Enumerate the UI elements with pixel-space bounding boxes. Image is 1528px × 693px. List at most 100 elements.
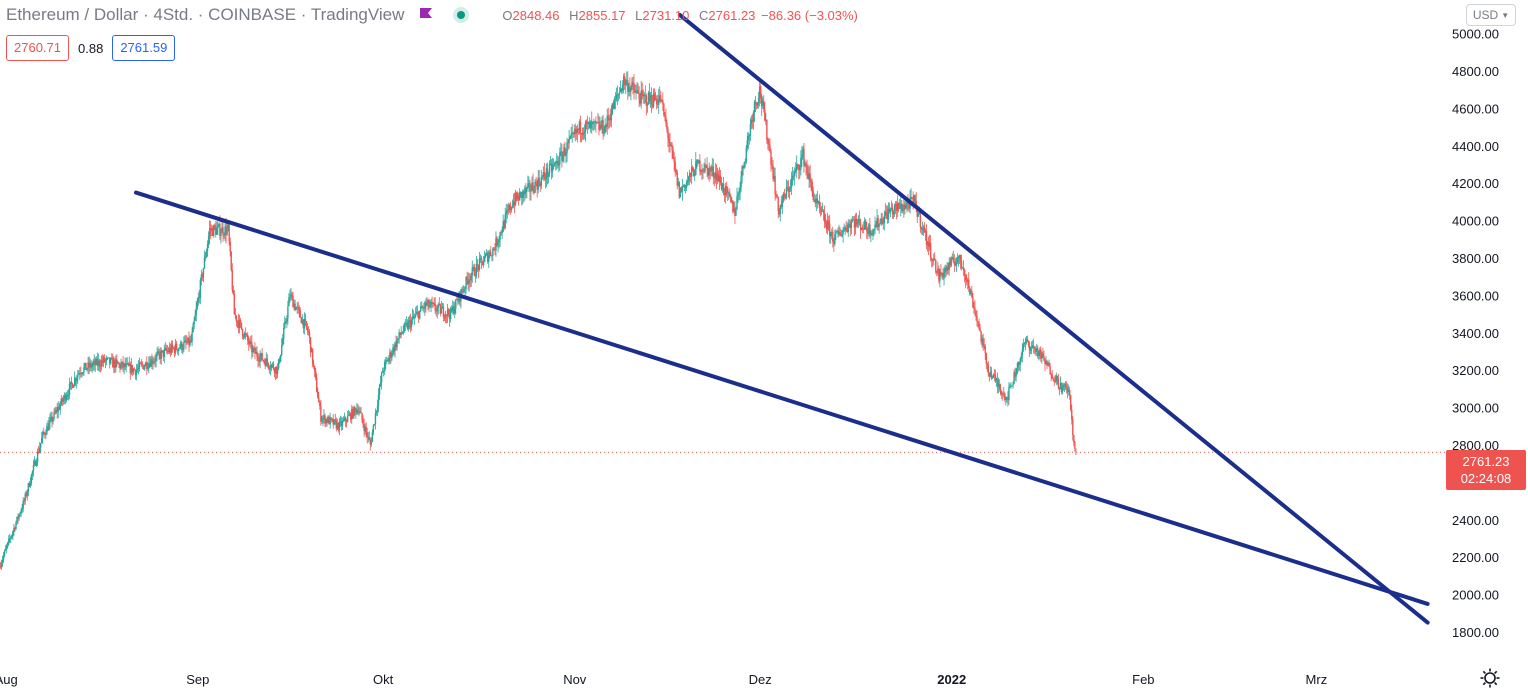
candle <box>1036 343 1038 357</box>
candle <box>66 390 69 400</box>
candle-body <box>737 194 739 197</box>
candle <box>618 87 621 99</box>
candle-body <box>629 87 631 92</box>
candle <box>1046 359 1048 370</box>
candle-body <box>543 172 546 178</box>
candle-body <box>824 222 827 225</box>
candle-body <box>667 129 669 139</box>
candle <box>431 296 433 309</box>
candle-body <box>326 419 328 423</box>
candle <box>1006 396 1008 403</box>
candle-body <box>76 378 78 382</box>
candle <box>164 342 167 351</box>
candle-body <box>770 151 772 165</box>
candle <box>474 267 477 283</box>
candle <box>138 357 141 372</box>
trendlines[interactable] <box>133 12 1430 625</box>
candle-body <box>515 192 518 200</box>
candle-body <box>288 297 290 307</box>
candle-body <box>541 176 544 178</box>
trendline-upper[interactable] <box>677 12 1430 625</box>
candle-body <box>206 244 209 252</box>
candle-body <box>630 87 632 92</box>
candle-body <box>35 462 38 466</box>
candle <box>174 339 177 356</box>
candle <box>490 246 492 257</box>
candle <box>22 497 24 513</box>
candle-body <box>538 177 540 184</box>
candle-body <box>337 422 340 430</box>
candle <box>426 296 428 307</box>
candle-body <box>913 195 915 203</box>
candle-body <box>571 132 573 135</box>
symbol-title[interactable]: Ethereum / Dollar · 4Std. · COINBASE · T… <box>6 5 405 24</box>
candle <box>903 196 905 218</box>
candle <box>118 362 120 369</box>
candle-body <box>753 101 756 113</box>
candle-body <box>825 224 828 230</box>
candle <box>47 420 49 432</box>
candle <box>269 361 272 376</box>
time-axis[interactable]: AugSepOktNovDez2022FebMrz <box>0 672 1327 687</box>
candle <box>151 353 153 370</box>
currency-menu-button[interactable]: USD ▼ <box>1466 4 1516 26</box>
candle <box>197 292 199 307</box>
candle <box>785 179 788 200</box>
gear-icon[interactable] <box>1479 667 1501 689</box>
candle <box>62 395 65 406</box>
candle <box>28 480 31 488</box>
flag-icon[interactable] <box>418 7 434 23</box>
candle-body <box>919 212 922 227</box>
candle <box>471 260 473 283</box>
candle <box>1040 346 1042 362</box>
price-axis[interactable]: 1800.002000.002200.002400.002600.002800.… <box>1452 27 1499 640</box>
candle <box>862 221 865 234</box>
candle-body <box>72 385 75 388</box>
candle <box>839 226 841 236</box>
candle <box>692 165 694 172</box>
candle <box>802 145 804 160</box>
candle-body <box>872 229 874 236</box>
candle-body <box>304 319 307 322</box>
candle-body <box>663 103 665 115</box>
y-tick-label: 3200.00 <box>1452 363 1499 378</box>
candle-body <box>217 225 219 229</box>
buy-button[interactable]: 2761.59 <box>112 35 176 61</box>
chevron-down-icon: ▼ <box>1501 10 1510 20</box>
candle <box>432 301 434 308</box>
candle <box>1054 374 1056 384</box>
candle-body <box>686 180 689 183</box>
candle-body <box>685 182 688 189</box>
status-icon[interactable] <box>452 6 470 24</box>
candle-body <box>93 360 95 364</box>
candle-body <box>640 90 642 104</box>
sell-button[interactable]: 2760.71 <box>6 35 69 61</box>
candle <box>965 273 968 286</box>
candle <box>701 164 703 180</box>
candle <box>1075 448 1077 456</box>
candle-body <box>948 261 950 271</box>
candle-body <box>125 363 127 368</box>
candle-body <box>634 90 636 93</box>
candle <box>784 193 787 200</box>
candle-body <box>306 327 309 332</box>
candle <box>479 254 482 263</box>
candle <box>530 184 532 201</box>
candle <box>560 142 562 157</box>
candle-body <box>784 195 787 198</box>
candle <box>586 115 589 134</box>
candle <box>201 272 204 282</box>
candle <box>681 178 684 201</box>
candle-body <box>493 248 495 250</box>
candle-body <box>1008 387 1010 401</box>
candle-body <box>27 483 30 492</box>
candle <box>244 327 247 340</box>
candle <box>373 423 376 426</box>
candle <box>832 226 834 248</box>
candle-body <box>437 303 439 308</box>
candle <box>815 193 818 212</box>
candle-body <box>969 288 971 294</box>
candle-body <box>209 228 212 231</box>
trendline-lower[interactable] <box>133 190 1430 606</box>
